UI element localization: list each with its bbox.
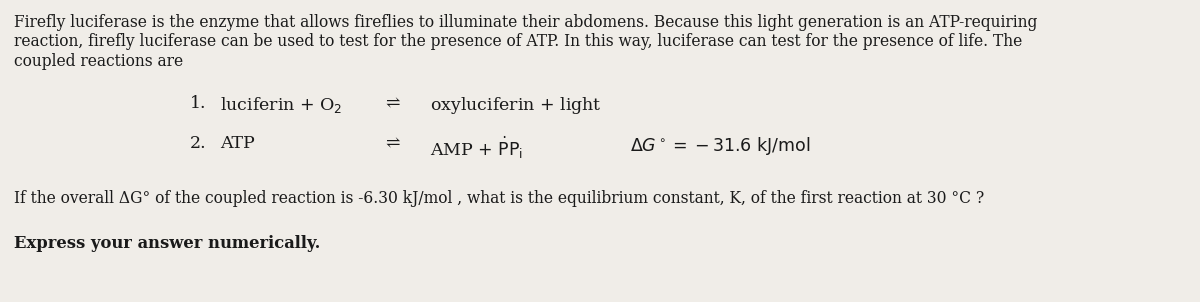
Text: $\Delta G^\circ = -31.6\ \mathrm{kJ/mol}$: $\Delta G^\circ = -31.6\ \mathrm{kJ/mol}… — [630, 135, 810, 157]
Text: reaction, firefly luciferase can be used to test for the presence of ATP. In thi: reaction, firefly luciferase can be used… — [14, 34, 1022, 50]
Text: Express your answer numerically.: Express your answer numerically. — [14, 235, 320, 252]
Text: 1.: 1. — [190, 95, 206, 112]
Text: 2.: 2. — [190, 135, 206, 152]
Text: AMP $+$ $\mathrm{\dot{P}P_i}$: AMP $+$ $\mathrm{\dot{P}P_i}$ — [430, 135, 523, 161]
Text: Firefly luciferase is the enzyme that allows fireflies to illuminate their abdom: Firefly luciferase is the enzyme that al… — [14, 14, 1037, 31]
Text: ⇌: ⇌ — [385, 95, 400, 112]
Text: ATP: ATP — [220, 135, 254, 152]
Text: coupled reactions are: coupled reactions are — [14, 53, 184, 70]
Text: ⇌: ⇌ — [385, 135, 400, 152]
Text: luciferin $+$ O$_2$: luciferin $+$ O$_2$ — [220, 95, 342, 115]
Text: If the overall ΔG° of the coupled reaction is -6.30 kJ/mol , what is the equilib: If the overall ΔG° of the coupled reacti… — [14, 190, 984, 207]
Text: oxyluciferin $+$ light: oxyluciferin $+$ light — [430, 95, 601, 116]
